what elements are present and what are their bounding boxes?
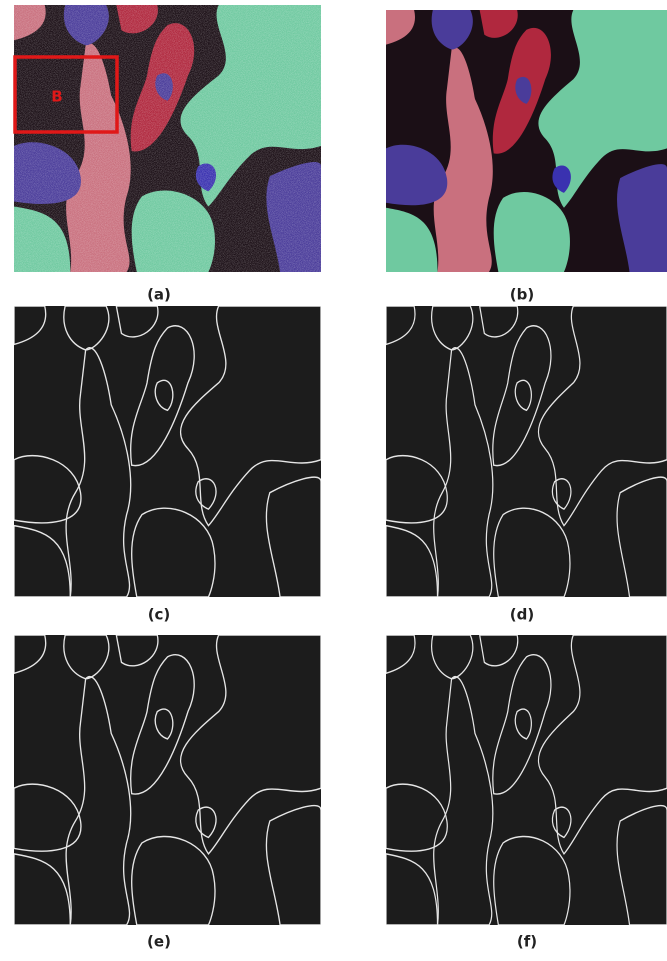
edge-image [14,306,321,597]
zoom-label: B [51,88,62,106]
panel-label: (b) [510,286,534,304]
noise [14,5,321,272]
segmentation-image [14,5,321,272]
edge-image [386,635,667,925]
background [386,306,667,597]
background [14,635,321,925]
segmentation-image [386,10,667,272]
image-content [386,306,667,597]
panel-label: (a) [147,286,171,304]
image-content [386,635,667,925]
panel-label: (f) [517,933,537,951]
panel-label: (e) [147,933,171,951]
image-content [14,306,321,597]
image-content [386,10,667,272]
edge-image [14,635,321,925]
background [14,306,321,597]
panel-label: (c) [148,606,171,624]
image-content [14,635,321,925]
background [386,635,667,925]
edge-image [386,306,667,597]
image-content [14,5,321,272]
figure: (a) (b) (c) (d) (e) (f) B [0,0,667,957]
panel-label: (d) [510,606,534,624]
